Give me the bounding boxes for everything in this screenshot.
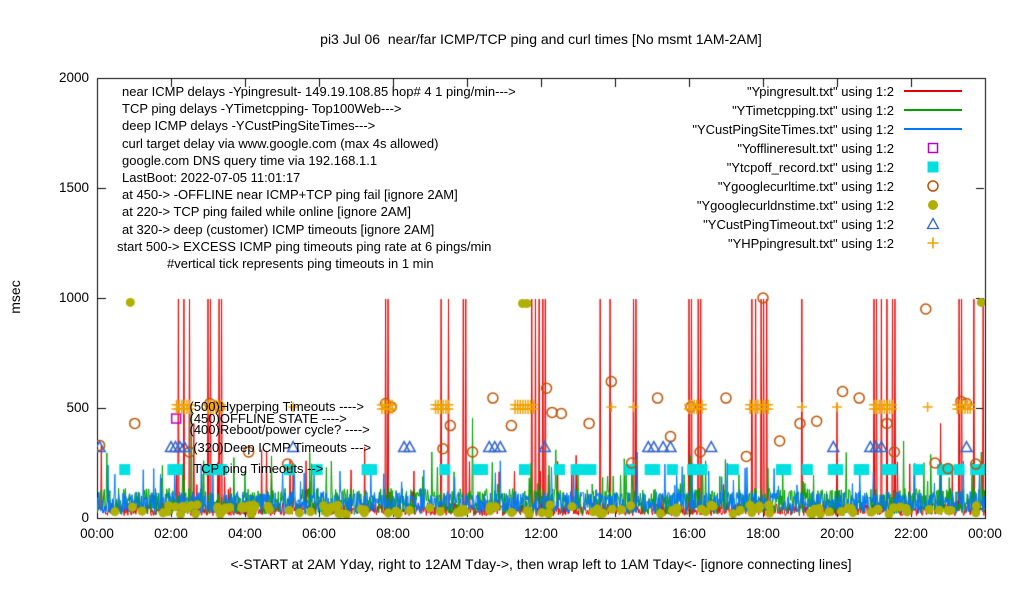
x-tick-label: 16:00 xyxy=(672,526,706,541)
legend-sample-plus xyxy=(904,235,962,251)
plot-note: deep ICMP delays -YCustPingSiteTimes---> xyxy=(122,118,376,133)
chart-title: pi3 Jul 06 near/far ICMP/TCP ping and cu… xyxy=(320,31,762,47)
plot-note: LastBoot: 2022-07-05 11:01:17 xyxy=(122,170,301,185)
plot-note: start 500-> EXCESS ICMP ping timeouts pi… xyxy=(117,239,492,254)
legend-sample-line xyxy=(904,109,962,111)
graph-label: TCP ping Timeouts --> xyxy=(193,461,324,477)
legend-sample-circle-open xyxy=(904,178,962,194)
legend-label: "Ygooglecurltime.txt" using 1:2 xyxy=(717,178,894,194)
x-tick-label: 00:00 xyxy=(80,526,114,541)
legend-sample-circle-filled xyxy=(904,197,962,213)
x-tick-label: 04:00 xyxy=(228,526,262,541)
legend-row-tcp-offline-record: "Ytcpoff_record.txt" using 1:2 xyxy=(727,158,962,176)
y-axis-label: msec xyxy=(7,280,23,314)
x-tick-label: 02:00 xyxy=(154,526,188,541)
legend-label: "YCustPingTimeout.txt" using 1:2 xyxy=(703,216,894,232)
legend-row-google-curl-time: "Ygooglecurltime.txt" using 1:2 xyxy=(718,177,962,195)
x-tick-label: 18:00 xyxy=(746,526,780,541)
legend-label: "YCustPingSiteTimes.txt" using 1:2 xyxy=(692,121,894,137)
y-tick-label: 1500 xyxy=(58,180,89,195)
legend-label: "YTimetcpping.txt" using 1:2 xyxy=(732,102,894,118)
legend-row-near-icmp-ping: "Ypingresult.txt" using 1:2 xyxy=(747,82,962,100)
graph-label: (500)Hyperping Timeouts ----> xyxy=(189,398,364,414)
plot-note: TCP ping delays -YTimetcpping- Top100Web… xyxy=(122,101,402,116)
legend-sample-line xyxy=(904,128,962,130)
y-tick-label: 500 xyxy=(66,400,89,415)
legend-row-hyperping-result: "YHPpingresult.txt" using 1:2 xyxy=(728,234,962,252)
legend-label: "Ygooglecurldnstime.txt" using 1:2 xyxy=(696,197,894,213)
x-tick-label: 00:00 xyxy=(968,526,1002,541)
x-tick-label: 10:00 xyxy=(450,526,484,541)
plot-note: at 320-> deep (customer) ICMP timeouts [… xyxy=(122,222,435,237)
legend-row-cust-ping-timeout: "YCustPingTimeout.txt" using 1:2 xyxy=(703,215,962,233)
legend-sample-square-open xyxy=(904,140,962,156)
y-tick-label: 1000 xyxy=(58,290,89,305)
y-tick-label: 0 xyxy=(81,510,89,525)
plot-note: at 220-> TCP ping failed while online [i… xyxy=(122,204,411,219)
plot-note: #vertical tick represents ping timeouts … xyxy=(167,256,434,271)
legend-row-tcp-ping: "YTimetcpping.txt" using 1:2 xyxy=(732,101,962,119)
x-tick-label: 22:00 xyxy=(894,526,928,541)
legend-label: "Ypingresult.txt" using 1:2 xyxy=(746,83,894,99)
x-tick-label: 20:00 xyxy=(820,526,854,541)
legend-label: "Ytcpoff_record.txt" using 1:2 xyxy=(726,159,894,175)
x-tick-label: 06:00 xyxy=(302,526,336,541)
graph-label: (400)Reboot/power cycle? ----> xyxy=(189,422,370,438)
legend-sample-triangle-open xyxy=(904,216,962,232)
x-tick-label: 14:00 xyxy=(598,526,632,541)
legend-sample-line xyxy=(904,90,962,92)
legend-sample-square-filled xyxy=(904,159,962,175)
legend-row-deep-icmp-ping: "YCustPingSiteTimes.txt" using 1:2 xyxy=(692,120,962,138)
graph-label: (320)Deep ICMP Timeouts ---> xyxy=(193,440,372,456)
x-tick-label: 12:00 xyxy=(524,526,558,541)
x-tick-label: 08:00 xyxy=(376,526,410,541)
legend-label: "Yofflineresult.txt" using 1:2 xyxy=(737,140,894,156)
legend-label: "YHPpingresult.txt" using 1:2 xyxy=(727,235,894,251)
plot-note: near ICMP delays -Ypingresult- 149.19.10… xyxy=(122,84,516,99)
x-axis-label: <-START at 2AM Yday, right to 12AM Tday-… xyxy=(230,556,852,572)
graph-label: (450)OFFLINE STATE ----> xyxy=(189,411,347,426)
plot-note: google.com DNS query time via 192.168.1.… xyxy=(122,153,378,168)
plot-note: at 450-> -OFFLINE near ICMP+TCP ping fai… xyxy=(122,187,458,202)
plot-note: curl target delay via www.google.com (ma… xyxy=(122,136,439,151)
legend-row-offline-result: "Yofflineresult.txt" using 1:2 xyxy=(737,139,962,157)
y-tick-label: 2000 xyxy=(58,70,89,85)
legend-row-google-curl-dns-time: "Ygooglecurldnstime.txt" using 1:2 xyxy=(697,196,962,214)
